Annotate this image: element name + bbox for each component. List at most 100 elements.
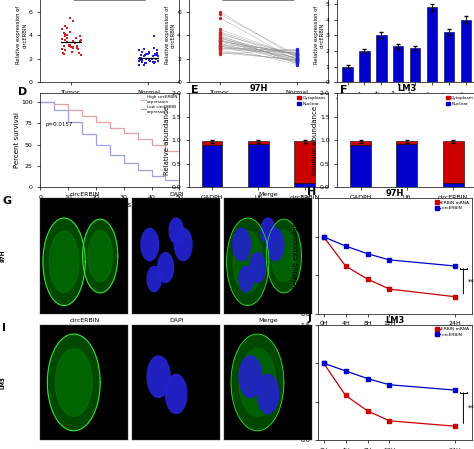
Title: Merge: Merge (258, 318, 278, 323)
Point (293, 59, 301, 66)
Legend: Cytoplasm, Nuclear: Cytoplasm, Nuclear (446, 96, 474, 106)
Title: 97H: 97H (249, 84, 267, 93)
Point (59, 49, 67, 57)
Point (293, 47, 301, 54)
Title: DAPI: DAPI (169, 318, 183, 323)
Polygon shape (257, 374, 279, 414)
Point (148, 55, 155, 62)
circERBIN (387, 257, 392, 263)
Point (61, 47, 69, 54)
ERBIN mRNA (387, 418, 392, 423)
Point (293, 57, 301, 65)
Y-axis label: Relative expression: Relative expression (293, 348, 300, 416)
Point (137, 54, 145, 61)
Point (136, 54, 144, 61)
Point (293, 57, 301, 65)
Point (293, 53, 301, 60)
Point (216, 35, 224, 42)
Point (61, 36, 69, 44)
Text: D: D (18, 87, 27, 97)
Point (216, 42, 224, 49)
Point (70, 18, 77, 25)
Point (293, 56, 301, 63)
Title: DAPI: DAPI (169, 192, 183, 197)
Point (142, 50, 150, 57)
Point (216, 49, 224, 57)
circERBIN (343, 368, 348, 374)
Point (216, 44, 224, 51)
Point (137, 52, 145, 59)
Y-axis label: Relative abundance: Relative abundance (312, 106, 319, 175)
Point (293, 56, 301, 63)
Point (69, 44, 77, 51)
Point (293, 55, 301, 62)
Bar (410, 48, 420, 82)
Point (293, 52, 301, 59)
Polygon shape (147, 356, 170, 397)
Point (216, 33, 224, 40)
Bar (350, 145, 371, 187)
Point (73, 42, 81, 49)
Point (135, 61, 142, 68)
Y-axis label: Relative expression: Relative expression (293, 222, 300, 290)
Point (60, 50, 68, 57)
Bar (393, 46, 403, 82)
Polygon shape (47, 334, 100, 431)
Polygon shape (158, 253, 173, 282)
Text: H: H (307, 187, 317, 197)
Point (216, 28, 224, 35)
Text: **: ** (468, 405, 474, 411)
Bar (342, 66, 353, 82)
Point (137, 54, 144, 61)
Point (76, 38, 84, 45)
Point (293, 46, 301, 53)
Point (153, 52, 161, 59)
circERBIN (387, 382, 392, 387)
Title: circERBIN: circERBIN (69, 318, 100, 323)
Polygon shape (231, 334, 284, 431)
Point (151, 59, 159, 66)
Y-axis label: Relative expression of
circERBIN: Relative expression of circERBIN (17, 6, 27, 64)
Bar (444, 32, 454, 82)
Point (76, 33, 84, 40)
Polygon shape (261, 218, 275, 243)
Bar (201, 141, 222, 145)
Point (146, 57, 154, 65)
Point (154, 49, 161, 57)
Point (293, 50, 301, 57)
Point (293, 49, 301, 57)
ERBIN mRNA (321, 361, 327, 366)
Point (69, 44, 77, 52)
Y-axis label: Relative expression of
circERBIN: Relative expression of circERBIN (313, 6, 324, 64)
Bar (294, 183, 315, 187)
Point (216, 8, 224, 15)
Point (150, 33, 158, 40)
Point (293, 54, 301, 61)
Text: 97H: 97H (1, 250, 6, 262)
Y-axis label: Percent survival: Percent survival (14, 112, 19, 168)
Point (216, 29, 224, 36)
Point (75, 49, 82, 57)
Polygon shape (272, 230, 296, 282)
Point (216, 34, 224, 41)
Point (216, 36, 224, 44)
Text: E: E (191, 85, 199, 95)
Point (70, 38, 77, 45)
Point (146, 49, 153, 57)
Point (140, 61, 147, 68)
Point (293, 52, 301, 59)
Point (293, 48, 301, 55)
Point (58, 35, 66, 42)
Text: LM3: LM3 (1, 376, 6, 389)
Point (136, 55, 144, 62)
Point (293, 60, 301, 67)
Polygon shape (169, 218, 183, 243)
Point (216, 39, 224, 46)
Point (137, 56, 145, 63)
Bar (248, 144, 269, 187)
Line: ERBIN mRNA: ERBIN mRNA (322, 235, 457, 299)
Point (216, 36, 224, 44)
Point (293, 55, 301, 62)
ERBIN mRNA (452, 294, 458, 299)
X-axis label: Time(months): Time(months) (85, 201, 134, 208)
